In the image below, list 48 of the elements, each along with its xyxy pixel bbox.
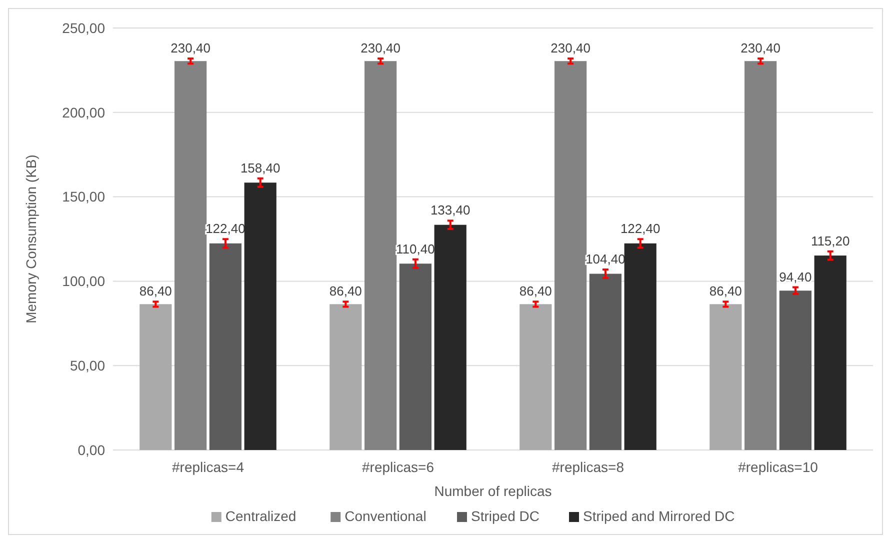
y-tick-label: 50,00 xyxy=(70,358,106,374)
bar xyxy=(140,304,172,450)
bar xyxy=(364,61,397,450)
bar xyxy=(744,61,777,450)
x-tick-label: #replicas=8 xyxy=(552,459,624,475)
data-label: 230,40 xyxy=(740,40,780,56)
data-label: 230,40 xyxy=(170,40,210,56)
data-label: 158,40 xyxy=(240,160,280,176)
data-label: 86,40 xyxy=(329,284,362,299)
data-label: 94,40 xyxy=(779,269,812,284)
y-axis-title: Memory Consumption (KB) xyxy=(23,154,39,324)
x-axis-title: Number of replicas xyxy=(434,483,552,499)
bar xyxy=(624,243,656,450)
data-label: 86,40 xyxy=(519,284,552,299)
x-tick-label: #replicas=6 xyxy=(362,459,434,475)
x-tick-label: #replicas=10 xyxy=(738,459,818,475)
legend-label: Conventional xyxy=(344,508,426,524)
bar xyxy=(244,182,276,450)
legend-label: Striped DC xyxy=(471,508,540,524)
data-label: 230,40 xyxy=(550,40,590,56)
bar xyxy=(779,290,812,450)
data-label: 122,40 xyxy=(206,221,246,236)
data-label: 122,40 xyxy=(620,221,660,236)
y-tick-label: 250,00 xyxy=(62,20,106,36)
data-label: 86,40 xyxy=(709,284,742,299)
data-label: 104,40 xyxy=(586,252,626,267)
data-label: 115,20 xyxy=(810,233,850,248)
bar xyxy=(710,304,742,450)
legend-label: Striped and Mirrored DC xyxy=(583,508,735,524)
data-label: 86,40 xyxy=(139,284,172,299)
data-label: 230,40 xyxy=(360,40,400,56)
data-label: 133,40 xyxy=(430,202,470,218)
y-tick-label: 150,00 xyxy=(62,188,106,205)
bar xyxy=(399,264,432,450)
bar xyxy=(434,224,466,450)
legend-label: Centralized xyxy=(225,508,296,524)
bar xyxy=(520,304,552,450)
bar xyxy=(554,61,587,450)
y-tick-label: 200,00 xyxy=(62,104,106,120)
bar xyxy=(174,61,207,450)
x-tick-label: #replicas=4 xyxy=(172,459,244,475)
bar xyxy=(814,256,846,450)
bar xyxy=(589,274,622,450)
bar xyxy=(330,304,362,450)
bar xyxy=(209,243,242,450)
data-label: 110,40 xyxy=(396,241,435,256)
y-tick-label: 0,00 xyxy=(78,442,106,458)
y-tick-label: 100,00 xyxy=(62,273,106,290)
